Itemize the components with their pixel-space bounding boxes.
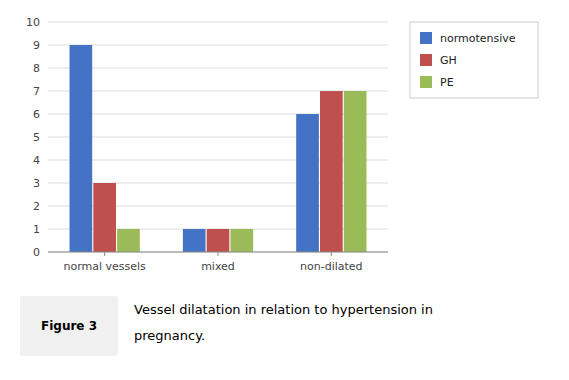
y-tick-label: 1 — [33, 223, 40, 236]
bars — [70, 45, 367, 252]
y-tick-label: 8 — [33, 62, 40, 75]
x-tick-label: non-dilated — [300, 260, 363, 273]
grid-line — [48, 68, 388, 69]
figure-label: Figure 3 — [41, 319, 97, 333]
bar — [207, 229, 230, 252]
legend-label: GH — [440, 54, 457, 67]
y-tick-label: 3 — [33, 177, 40, 190]
chart-svg: 0 1 2 3 4 5 6 7 8 9 10 normal vessels mixed non-dilat… — [0, 0, 569, 380]
x-tick — [218, 252, 219, 256]
bar — [320, 91, 343, 252]
chart-container: 0 1 2 3 4 5 6 7 8 9 10 normal vessels mixed non-dilat… — [0, 0, 569, 380]
bar — [93, 183, 116, 252]
bar — [344, 91, 367, 252]
y-tick-label: 10 — [26, 16, 40, 29]
x-tick-label: mixed — [201, 260, 235, 273]
legend-swatch — [420, 54, 432, 66]
bar — [183, 229, 206, 252]
legend-frame — [410, 22, 538, 98]
x-tick-label: normal vessels — [63, 260, 146, 273]
bar — [230, 229, 253, 252]
bar — [296, 114, 319, 252]
legend-swatch — [420, 76, 432, 88]
caption-text: Vessel dilatation in relation to hyperte… — [134, 302, 433, 317]
grid-line — [48, 45, 388, 46]
legend-label: normotensive — [440, 32, 516, 45]
figure-label-box — [20, 296, 118, 356]
y-tick-label: 5 — [33, 131, 40, 144]
y-tick-label: 9 — [33, 39, 40, 52]
caption-text: pregnancy. — [134, 328, 205, 343]
bar — [70, 45, 93, 252]
legend-swatch — [420, 32, 432, 44]
grid-line — [48, 22, 388, 23]
bar — [117, 229, 140, 252]
x-tick — [331, 252, 332, 256]
y-tick-label: 4 — [33, 154, 40, 167]
y-tick-label: 7 — [33, 85, 40, 98]
legend-label: PE — [440, 76, 454, 89]
legend: normotensive GH PE — [410, 22, 538, 98]
grid — [48, 22, 388, 252]
x-tick — [104, 252, 105, 256]
y-tick-label: 6 — [33, 108, 40, 121]
y-tick-label: 2 — [33, 200, 40, 213]
y-tick-label: 0 — [33, 246, 40, 259]
